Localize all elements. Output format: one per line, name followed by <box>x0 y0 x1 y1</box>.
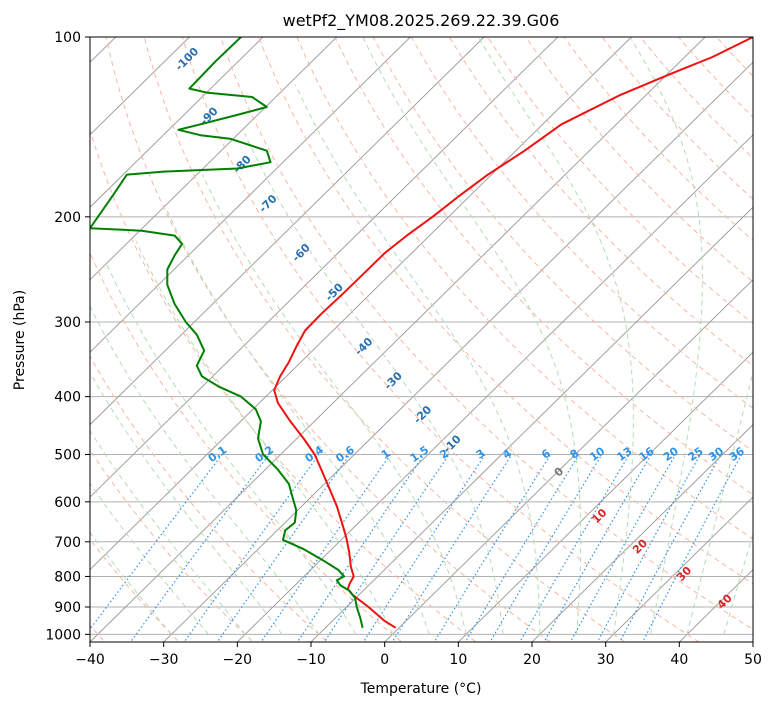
dry-adiabat-line <box>90 449 254 642</box>
x-tick-label: −40 <box>75 652 105 668</box>
moist-adiabat-line <box>90 482 209 635</box>
x-tick-label: 50 <box>744 652 762 668</box>
y-tick-label: 900 <box>54 600 81 616</box>
x-tick-label: −20 <box>223 652 253 668</box>
y-tick-label: 800 <box>54 569 81 585</box>
mixing-ratio-line <box>619 454 722 642</box>
moist-adiabat-line <box>202 174 467 635</box>
isotherm-line <box>90 37 706 642</box>
moist-adiabat-line <box>90 305 320 635</box>
mixing-ratio-line <box>296 454 425 642</box>
isotherm-line <box>163 61 753 642</box>
moist-adiabat-line <box>294 84 541 635</box>
mixing-ratio-line <box>489 454 603 642</box>
isotherm-line <box>90 37 559 498</box>
plot-background <box>90 37 753 642</box>
y-tick-label: 1000 <box>45 627 81 643</box>
plot-frame <box>89 36 754 643</box>
dry-adiabat-line <box>410 37 753 409</box>
moist-adiabat-line <box>477 37 634 635</box>
isotherm-line <box>90 37 632 571</box>
isotherm-line <box>605 496 753 642</box>
mixing-ratio-line <box>433 454 552 642</box>
dry-adiabat-line <box>258 37 753 585</box>
mixing-ratio-line <box>129 454 270 642</box>
dry-adiabat-line <box>90 355 329 642</box>
x-tick-label: −30 <box>149 652 179 668</box>
x-axis-label: Temperature (°C) <box>360 681 482 697</box>
mixing-ratio-line <box>596 454 701 642</box>
y-tick-label: 700 <box>54 535 81 551</box>
dry-adiabat-line <box>143 37 626 642</box>
dry-adiabat-line <box>220 37 753 631</box>
mixing-ratio-line <box>183 454 320 642</box>
y-tick-label: 500 <box>54 448 81 464</box>
dry-adiabat-line <box>90 251 403 642</box>
y-axis-label: Pressure (hPa) <box>12 290 28 390</box>
dry-adiabat-line <box>181 37 700 642</box>
isotherm-line <box>90 37 485 426</box>
mixing-ratio-line <box>362 454 486 642</box>
x-tick-label: −10 <box>296 652 326 668</box>
dry-adiabat-line <box>90 128 477 642</box>
dry-adiabat-line <box>105 37 552 642</box>
dry-adiabat-line <box>90 538 180 642</box>
isotherm-line <box>90 37 264 208</box>
mixing-ratio-line <box>641 454 743 642</box>
dewpoint-trace <box>90 37 364 629</box>
axes: −40 −30 −20 −10 0 10 20 30 40 50 100 200 300 400 500 60… <box>45 30 762 668</box>
isotherm-line <box>752 641 753 642</box>
x-tick-label: 0 <box>380 652 389 668</box>
x-tick-label: 10 <box>449 652 467 668</box>
y-tick-label: 400 <box>54 390 81 406</box>
isotherm-line <box>310 206 753 642</box>
chart-title: wetPf2_YM08.2025.269.22.39.G06 <box>283 11 560 31</box>
x-tick-label: 40 <box>670 652 688 668</box>
mixing-ratio-line <box>260 454 391 642</box>
isotherm-line <box>384 279 753 642</box>
dry-adiabat-line <box>525 37 753 283</box>
moist-adiabat-line <box>90 371 283 635</box>
y-tick-label: 100 <box>54 30 81 46</box>
moist-adiabat-line <box>90 429 246 635</box>
moist-adiabat-line <box>166 209 430 635</box>
isotherm-line <box>457 351 753 642</box>
mixing-ratio-line <box>323 454 450 642</box>
mixing-ratio-line <box>216 454 351 642</box>
mixing-ratio-line <box>391 454 513 642</box>
moist-adiabat-line <box>362 37 582 635</box>
isotherm-line <box>531 423 753 642</box>
y-tick-label: 200 <box>54 210 81 226</box>
y-tick-label: 600 <box>54 495 81 511</box>
x-tick-label: 20 <box>523 652 541 668</box>
moist-adiabat-line <box>135 241 393 635</box>
isotherm-line <box>90 37 338 281</box>
moist-adiabat-line <box>629 37 703 635</box>
temperature-trace <box>273 37 753 629</box>
x-tick-label: 30 <box>597 652 615 668</box>
dry-adiabat-line <box>296 37 753 540</box>
moist-adiabat-line <box>244 133 504 635</box>
y-tick-label: 300 <box>54 315 81 331</box>
moist-adiabat-line <box>90 531 172 635</box>
isotherm-line <box>90 37 411 353</box>
sounding-traces <box>90 37 753 629</box>
background-lines <box>90 37 753 642</box>
